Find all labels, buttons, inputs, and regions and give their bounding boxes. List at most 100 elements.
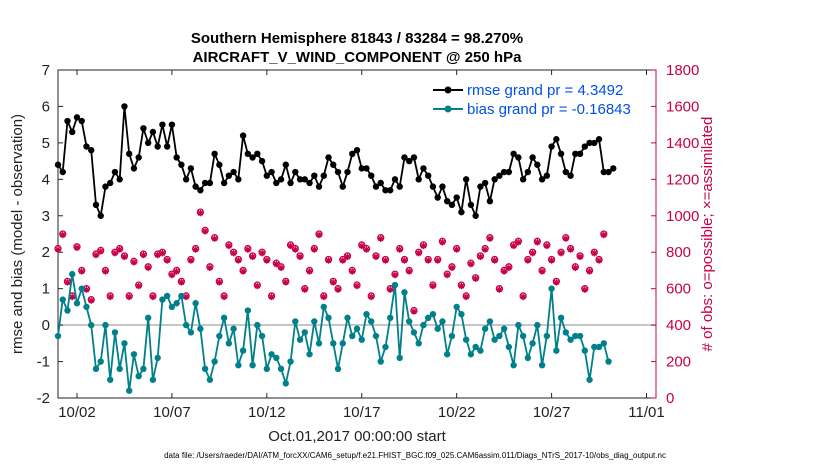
obs-assimilated-marker (377, 235, 384, 242)
obs-assimilated-marker (567, 246, 574, 253)
bias-point (396, 354, 403, 362)
bias-point (254, 321, 261, 329)
bias-point (472, 343, 479, 351)
data-file-footnote: data file: /Users/raeder/DAI/ATM_forcXX/… (164, 451, 666, 460)
obs-assimilated-marker (296, 253, 304, 261)
bias-point (562, 329, 570, 336)
bias-point (576, 332, 584, 340)
obs-assimilated-stroke (79, 268, 85, 275)
legend-rmse-label: rmse grand pr = 4.3492 (467, 82, 623, 99)
obs-assimilated-stroke (259, 250, 265, 256)
obs-assimilated-stroke (468, 261, 474, 267)
obs-assimilated-marker (500, 268, 508, 275)
obs-assimilated-marker (220, 293, 228, 301)
bias-point (88, 321, 95, 329)
x-tick-label: 10/22 (438, 404, 476, 421)
bias-point (548, 285, 555, 292)
rmse-point (576, 150, 584, 158)
obs-assimilated-marker (121, 253, 128, 261)
rmse-point (424, 172, 432, 179)
obs-assimilated-stroke (145, 265, 151, 271)
y-left-tick-label: 3 (42, 208, 50, 225)
rmse-point (377, 179, 384, 187)
rmse-point (315, 183, 323, 190)
bias-point (301, 329, 308, 336)
obs-assimilated-marker (595, 257, 603, 264)
obs-assimilated-stroke (444, 272, 450, 278)
obs-assimilated-stroke (477, 254, 484, 260)
rmse-point (505, 168, 513, 176)
obs-assimilated-stroke (506, 265, 512, 271)
rmse-point (567, 172, 574, 179)
obs-assimilated-marker (529, 250, 536, 257)
bias-point (581, 347, 589, 354)
obs-assimilated-marker (292, 246, 299, 253)
bias-point (538, 362, 546, 369)
obs-assimilated-stroke (340, 257, 346, 264)
bias-series (54, 270, 612, 394)
bias-point (477, 347, 484, 354)
obs-assimilated-marker (192, 246, 199, 253)
obs-assimilated-marker (59, 231, 66, 239)
bias-point (116, 365, 123, 373)
obs-assimilated-stroke (577, 254, 583, 260)
obs-assimilated-marker (448, 264, 456, 271)
obs-assimilated-marker (140, 251, 147, 259)
obs-assimilated-marker (187, 257, 195, 264)
obs-assimilated-stroke (273, 261, 280, 267)
rmse-point (600, 168, 607, 176)
bias-point (292, 318, 299, 325)
obs-assimilated-stroke (245, 246, 251, 253)
obs-assimilated-marker (330, 279, 337, 286)
y-right-tick-label: 1600 (666, 98, 699, 115)
obs-assimilated-stroke (264, 257, 270, 264)
obs-assimilated-stroke (415, 250, 422, 256)
obs-assimilated-stroke (207, 265, 213, 271)
rmse-point (235, 176, 242, 183)
rmse-point (581, 143, 589, 150)
rmse-point (244, 150, 252, 158)
obs-assimilated-marker (73, 244, 81, 251)
rmse-point (557, 150, 565, 158)
rmse-point (391, 176, 399, 183)
obs-assimilated-marker (216, 279, 223, 286)
y-axis-left-label: rmse and bias (model - observation) (9, 114, 26, 354)
obs-assimilated-marker (515, 239, 522, 246)
rmse-point (396, 183, 403, 190)
bias-point (500, 325, 508, 332)
obs-assimilated-marker (258, 250, 266, 257)
rmse-point (296, 176, 304, 183)
rmse-point (562, 168, 570, 176)
obs-assimilated-marker (201, 228, 209, 235)
y-left-tick-label: -1 (37, 354, 50, 371)
obs-assimilated-marker (83, 286, 90, 293)
rmse-point (320, 172, 327, 179)
obs-assimilated-marker (149, 293, 157, 301)
bias-point (211, 358, 218, 365)
obs-assimilated-stroke (178, 279, 185, 286)
rmse-point (206, 179, 214, 187)
bias-point (311, 318, 318, 325)
obs-assimilated-stroke (131, 259, 137, 266)
obs-assimilated-stroke (472, 276, 479, 282)
obs-assimilated-stroke (534, 239, 541, 245)
rmse-point (353, 146, 361, 154)
obs-assimilated-stroke (596, 257, 602, 264)
obs-assimilated-stroke (548, 257, 555, 264)
bias-point (263, 365, 271, 373)
rmse-point (486, 198, 494, 205)
y-left-tick-label: -2 (37, 390, 50, 407)
rmse-point (230, 168, 237, 176)
chart-title-line2: AIRCRAFT_V_WIND_COMPONENT @ 250 hPa (193, 49, 523, 66)
obs-assimilated-marker (382, 257, 389, 264)
y-left-tick-label: 7 (42, 62, 50, 79)
y-left-tick-label: 0 (42, 317, 50, 334)
bias-point (239, 347, 247, 354)
bias-point (595, 343, 603, 351)
bias-point (140, 365, 147, 373)
rmse-point (524, 168, 532, 176)
rmse-point (330, 161, 337, 168)
rmse-point (182, 176, 190, 183)
bias-point (306, 351, 313, 358)
bias-point (353, 325, 361, 332)
